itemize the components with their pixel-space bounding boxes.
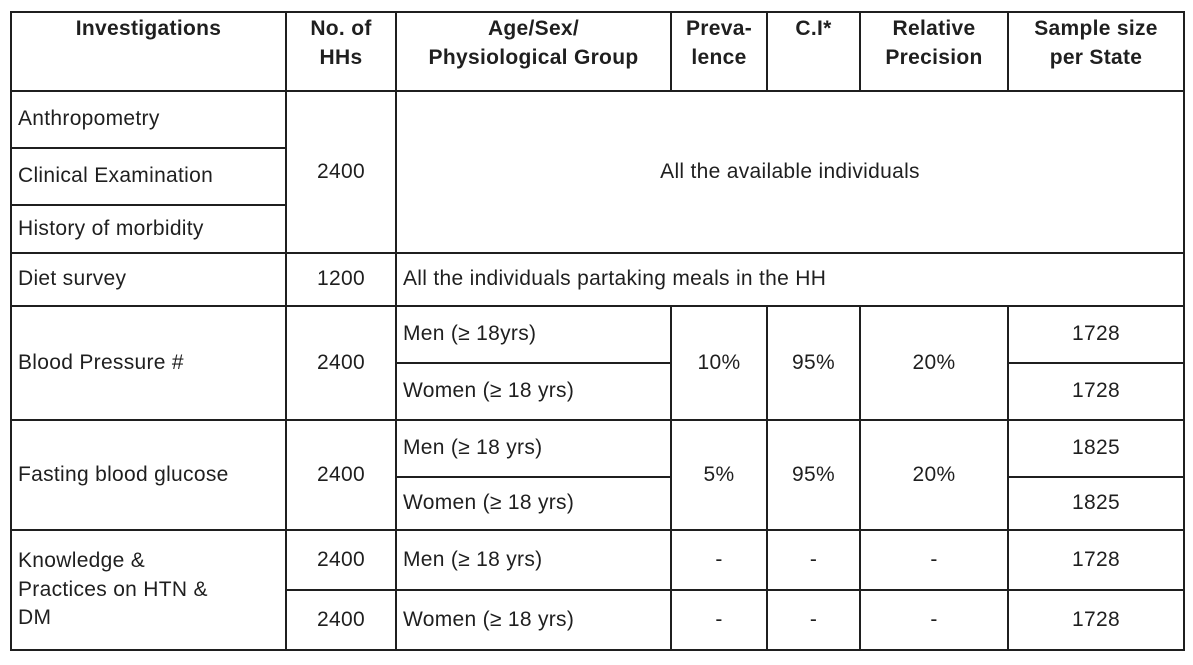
header-prevalence: Preva- lence [670, 11, 768, 92]
header-sample-size: Sample size per State [1007, 11, 1185, 92]
table-row: History of morbidity [10, 204, 1184, 254]
cell-prevalence: - [670, 589, 768, 651]
cell-group: Women (≥ 18 yrs) [395, 589, 672, 651]
cell-group: Men (≥ 18yrs) [395, 305, 672, 364]
table-row: Blood Pressure # 2400 Men (≥ 18yrs) 10% … [10, 305, 1185, 421]
header-investigations: Investigations [10, 11, 287, 92]
cell-prevalence: 10% [670, 305, 768, 421]
header-age-sex-group: Age/Sex/ Physiological Group [395, 11, 672, 92]
cell-investigation: Knowledge & Practices on HTN & DM [10, 529, 287, 651]
cell-investigation: Blood Pressure # [10, 305, 287, 421]
table-row: Women (≥ 18 yrs) 1825 [11, 476, 1185, 531]
cell-investigation: History of morbidity [10, 204, 287, 254]
table-body: Anthropometry 2400 All the available ind… [10, 90, 1185, 651]
header-relative-precision: Relative Precision [859, 11, 1009, 92]
sampling-design-table: Investigations No. of HHs Age/Sex/ Physi… [10, 11, 1185, 651]
cell-ci: - [766, 529, 861, 591]
cell-ci: - [766, 589, 861, 651]
cell-group: Women (≥ 18 yrs) [395, 362, 672, 421]
table-row: Diet survey 1200 All the individuals par… [10, 252, 1185, 307]
cell-sample-size: 1825 [1007, 476, 1185, 531]
cell-sample-size: 1825 [1007, 419, 1185, 478]
table-row: Knowledge & Practices on HTN & DM 2400 M… [10, 529, 1185, 651]
cell-relative-precision: - [859, 529, 1009, 591]
cell-hhs: 2400 [285, 589, 397, 651]
header-ci: C.I* [766, 11, 861, 92]
table-row: Clinical Examination [10, 147, 1184, 206]
cell-sample-size: 1728 [1007, 362, 1185, 421]
cell-ci: 95% [766, 419, 861, 531]
cell-group: Women (≥ 18 yrs) [395, 476, 672, 531]
header-no-of-hhs: No. of HHs [285, 11, 397, 92]
cell-investigation: Anthropometry [10, 90, 287, 149]
table-header: Investigations No. of HHs Age/Sex/ Physi… [10, 11, 1185, 92]
cell-investigation: Clinical Examination [10, 147, 287, 206]
cell-relative-precision: 20% [859, 305, 1009, 421]
cell-hhs: 2400 [285, 305, 397, 421]
cell-investigation: Diet survey [10, 252, 287, 307]
cell-relative-precision: 20% [859, 419, 1009, 531]
cell-sample-size: 1728 [1007, 305, 1185, 364]
cell-hhs: 2400 [285, 529, 397, 591]
table-row: Women (≥ 18 yrs) 1728 [11, 362, 1185, 421]
cell-investigation: Fasting blood glucose [10, 419, 287, 531]
cell-sample-size: 1728 [1007, 589, 1185, 651]
cell-relative-precision: - [859, 589, 1009, 651]
cell-hhs: 2400 [285, 419, 397, 531]
header-row: Investigations No. of HHs Age/Sex/ Physi… [10, 11, 1185, 92]
cell-note-partaking-meals: All the individuals partaking meals in t… [395, 252, 1185, 307]
cell-hhs: 1200 [285, 252, 397, 307]
table-row: 2400 Women (≥ 18 yrs) - - - 1728 [11, 589, 1185, 651]
cell-prevalence: - [670, 529, 768, 591]
cell-sample-size: 1728 [1007, 529, 1185, 591]
cell-group: Men (≥ 18 yrs) [395, 529, 672, 591]
cell-note-all-available: All the available individuals [395, 90, 1185, 254]
cell-hhs: 2400 [285, 90, 397, 254]
cell-group: Men (≥ 18 yrs) [395, 419, 672, 478]
table-row: Anthropometry 2400 All the available ind… [10, 90, 1185, 254]
cell-ci: 95% [766, 305, 861, 421]
table-row: Fasting blood glucose 2400 Men (≥ 18 yrs… [10, 419, 1185, 531]
cell-prevalence: 5% [670, 419, 768, 531]
